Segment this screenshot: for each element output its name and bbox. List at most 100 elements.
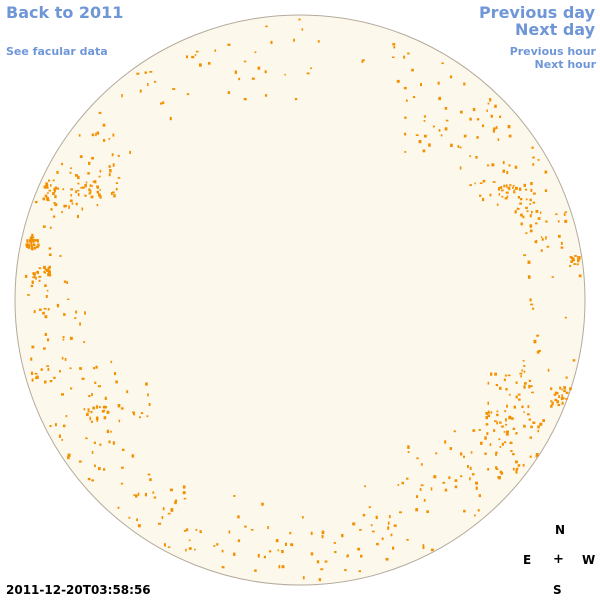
facular-mark: [90, 195, 94, 199]
facular-mark: [44, 315, 48, 319]
facular-mark: [540, 249, 543, 252]
facular-mark: [457, 145, 460, 148]
see-facular-data-link[interactable]: See facular data: [6, 45, 108, 58]
facular-mark: [121, 94, 123, 98]
facular-mark: [31, 378, 34, 382]
facular-mark: [560, 246, 564, 249]
facular-mark: [536, 350, 540, 354]
facular-mark: [530, 188, 533, 192]
facular-mark: [503, 378, 506, 382]
facular-mark: [277, 549, 280, 552]
previous-hour-link[interactable]: Previous hour: [509, 45, 596, 58]
facular-mark: [188, 539, 191, 542]
facular-mark: [110, 430, 112, 433]
facular-mark: [28, 239, 32, 243]
facular-mark: [515, 186, 518, 190]
facular-mark: [359, 529, 362, 531]
facular-mark: [515, 381, 518, 384]
facular-mark: [420, 83, 422, 87]
facular-mark: [174, 500, 177, 505]
facular-mark: [509, 441, 513, 444]
facular-mark: [27, 243, 30, 247]
facular-mark: [115, 187, 118, 191]
facular-mark: [91, 450, 94, 454]
facular-mark: [47, 367, 50, 371]
facular-mark: [194, 54, 197, 56]
facular-mark: [185, 528, 189, 531]
facular-mark: [479, 194, 482, 197]
facular-mark: [503, 184, 506, 188]
facular-mark: [405, 99, 408, 102]
facular-mark: [494, 420, 497, 422]
back-to-year-link[interactable]: Back to 2011: [6, 3, 124, 22]
facular-mark: [263, 555, 266, 559]
facular-mark: [459, 166, 462, 170]
facular-mark: [94, 381, 97, 384]
facular-mark: [471, 473, 475, 476]
facular-mark: [87, 477, 91, 481]
facular-mark: [87, 410, 90, 413]
facular-mark: [519, 187, 522, 191]
facular-mark: [195, 50, 199, 53]
next-hour-link[interactable]: Next hour: [534, 58, 597, 71]
facular-mark: [45, 295, 48, 298]
facular-mark: [537, 425, 540, 429]
facular-mark: [216, 543, 219, 546]
facular-mark: [257, 66, 261, 70]
facular-mark: [112, 163, 115, 167]
facular-mark: [86, 412, 89, 417]
next-day-link[interactable]: Next day: [515, 20, 595, 39]
facular-mark: [49, 380, 53, 383]
facular-mark: [87, 172, 90, 175]
facular-mark: [535, 454, 538, 458]
facular-mark: [508, 393, 511, 396]
facular-mark: [128, 516, 131, 519]
facular-mark: [317, 40, 320, 43]
facular-mark: [487, 410, 490, 413]
facular-mark: [38, 279, 41, 282]
facular-mark: [172, 88, 176, 90]
facular-mark: [35, 245, 39, 249]
facular-mark: [559, 386, 562, 390]
facular-mark: [113, 194, 116, 198]
facular-mark: [290, 543, 294, 547]
previous-day-link[interactable]: Previous day: [478, 3, 595, 22]
facular-mark: [524, 188, 528, 191]
facular-mark: [161, 516, 164, 520]
facular-mark: [532, 156, 535, 159]
facular-mark: [521, 369, 523, 372]
facular-mark: [520, 213, 523, 217]
facular-mark: [531, 210, 533, 214]
facular-mark: [302, 576, 305, 580]
facular-mark: [387, 521, 390, 525]
facular-mark: [102, 139, 106, 142]
facular-mark: [144, 492, 147, 497]
facular-mark: [91, 393, 93, 396]
facular-mark: [38, 275, 42, 278]
facular-mark: [53, 188, 56, 191]
facular-mark: [69, 367, 72, 370]
solar-disk: [14, 14, 586, 586]
facular-mark: [484, 452, 487, 455]
facular-mark: [135, 494, 138, 498]
facular-mark: [498, 193, 501, 196]
facular-mark: [469, 477, 471, 481]
facular-mark: [504, 374, 507, 377]
facular-mark: [513, 191, 516, 194]
facular-mark: [541, 238, 544, 241]
facular-mark: [475, 486, 478, 490]
facular-mark: [407, 52, 410, 55]
facular-mark: [520, 222, 523, 226]
facular-mark: [503, 431, 506, 433]
facular-mark: [426, 510, 429, 513]
facular-mark: [467, 465, 469, 468]
facular-mark: [207, 62, 211, 65]
facular-mark: [254, 51, 257, 54]
facular-mark: [48, 189, 52, 192]
facular-mark: [320, 568, 324, 571]
facular-mark: [450, 143, 453, 147]
facular-mark: [251, 77, 255, 80]
facular-mark: [491, 163, 495, 167]
facular-mark: [476, 118, 480, 121]
